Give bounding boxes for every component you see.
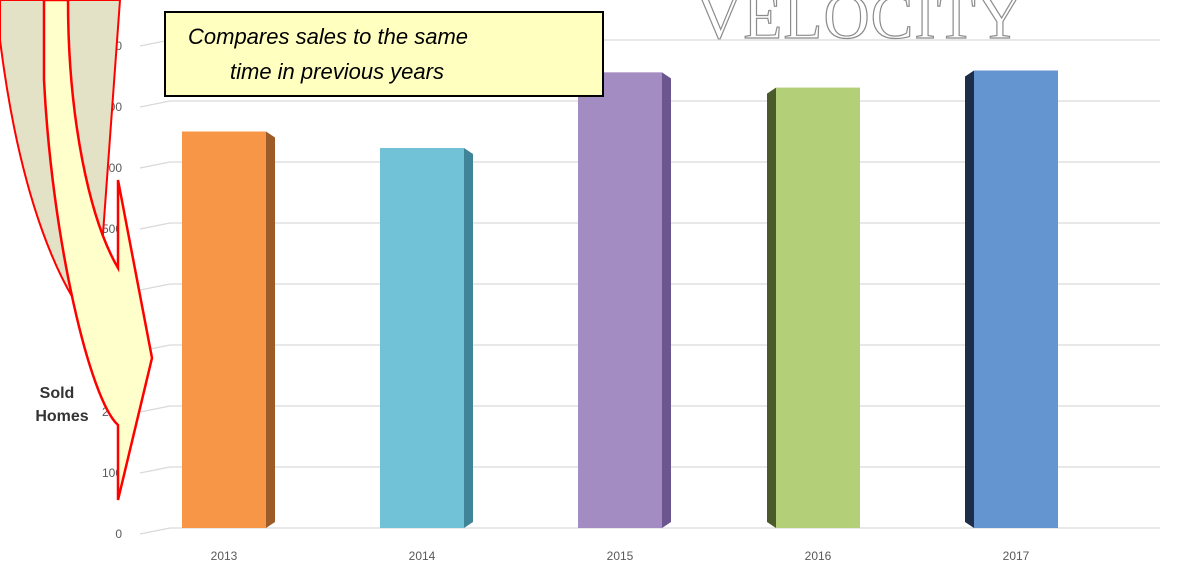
bar-2016 xyxy=(767,87,860,528)
x-tick-labels: 2013 2014 2015 2016 2017 xyxy=(211,549,1030,563)
x-tick-label-2014: 2014 xyxy=(409,549,436,563)
bar-front-face xyxy=(182,131,266,528)
bar-2013 xyxy=(182,131,275,528)
callout-line-1: Compares sales to the same xyxy=(188,24,468,49)
bar-side-face xyxy=(767,87,776,528)
bar-side-face xyxy=(266,131,275,528)
bar-side-face xyxy=(662,72,671,528)
x-tick-label-2017: 2017 xyxy=(1003,549,1030,563)
bar-front-face xyxy=(380,147,464,528)
x-tick-label-2015: 2015 xyxy=(607,549,634,563)
curved-arrow-shape xyxy=(0,0,154,501)
y-tick-label: 0 xyxy=(115,527,122,541)
curved-arrow-body xyxy=(42,0,154,501)
bar-2017 xyxy=(965,70,1058,528)
y-axis-label-line-1: Sold xyxy=(40,385,75,402)
y-axis-label-line-2: Homes xyxy=(35,408,88,425)
bar-side-face xyxy=(965,70,974,528)
bar-2014 xyxy=(380,147,473,528)
bar-front-face xyxy=(776,87,860,528)
bar-front-face xyxy=(578,72,662,528)
callout-line-2: time in previous years xyxy=(230,59,444,84)
chart-title: VELOCITY xyxy=(696,0,1024,52)
x-tick-label-2016: 2016 xyxy=(805,549,832,563)
bar-2015 xyxy=(578,72,671,528)
bar-front-face xyxy=(974,70,1058,528)
x-tick-label-2013: 2013 xyxy=(211,549,238,563)
callout-box: Compares sales to the same time in previ… xyxy=(164,11,604,97)
bars xyxy=(182,70,1058,528)
bar-side-face xyxy=(464,147,473,528)
gridline xyxy=(139,527,1160,535)
